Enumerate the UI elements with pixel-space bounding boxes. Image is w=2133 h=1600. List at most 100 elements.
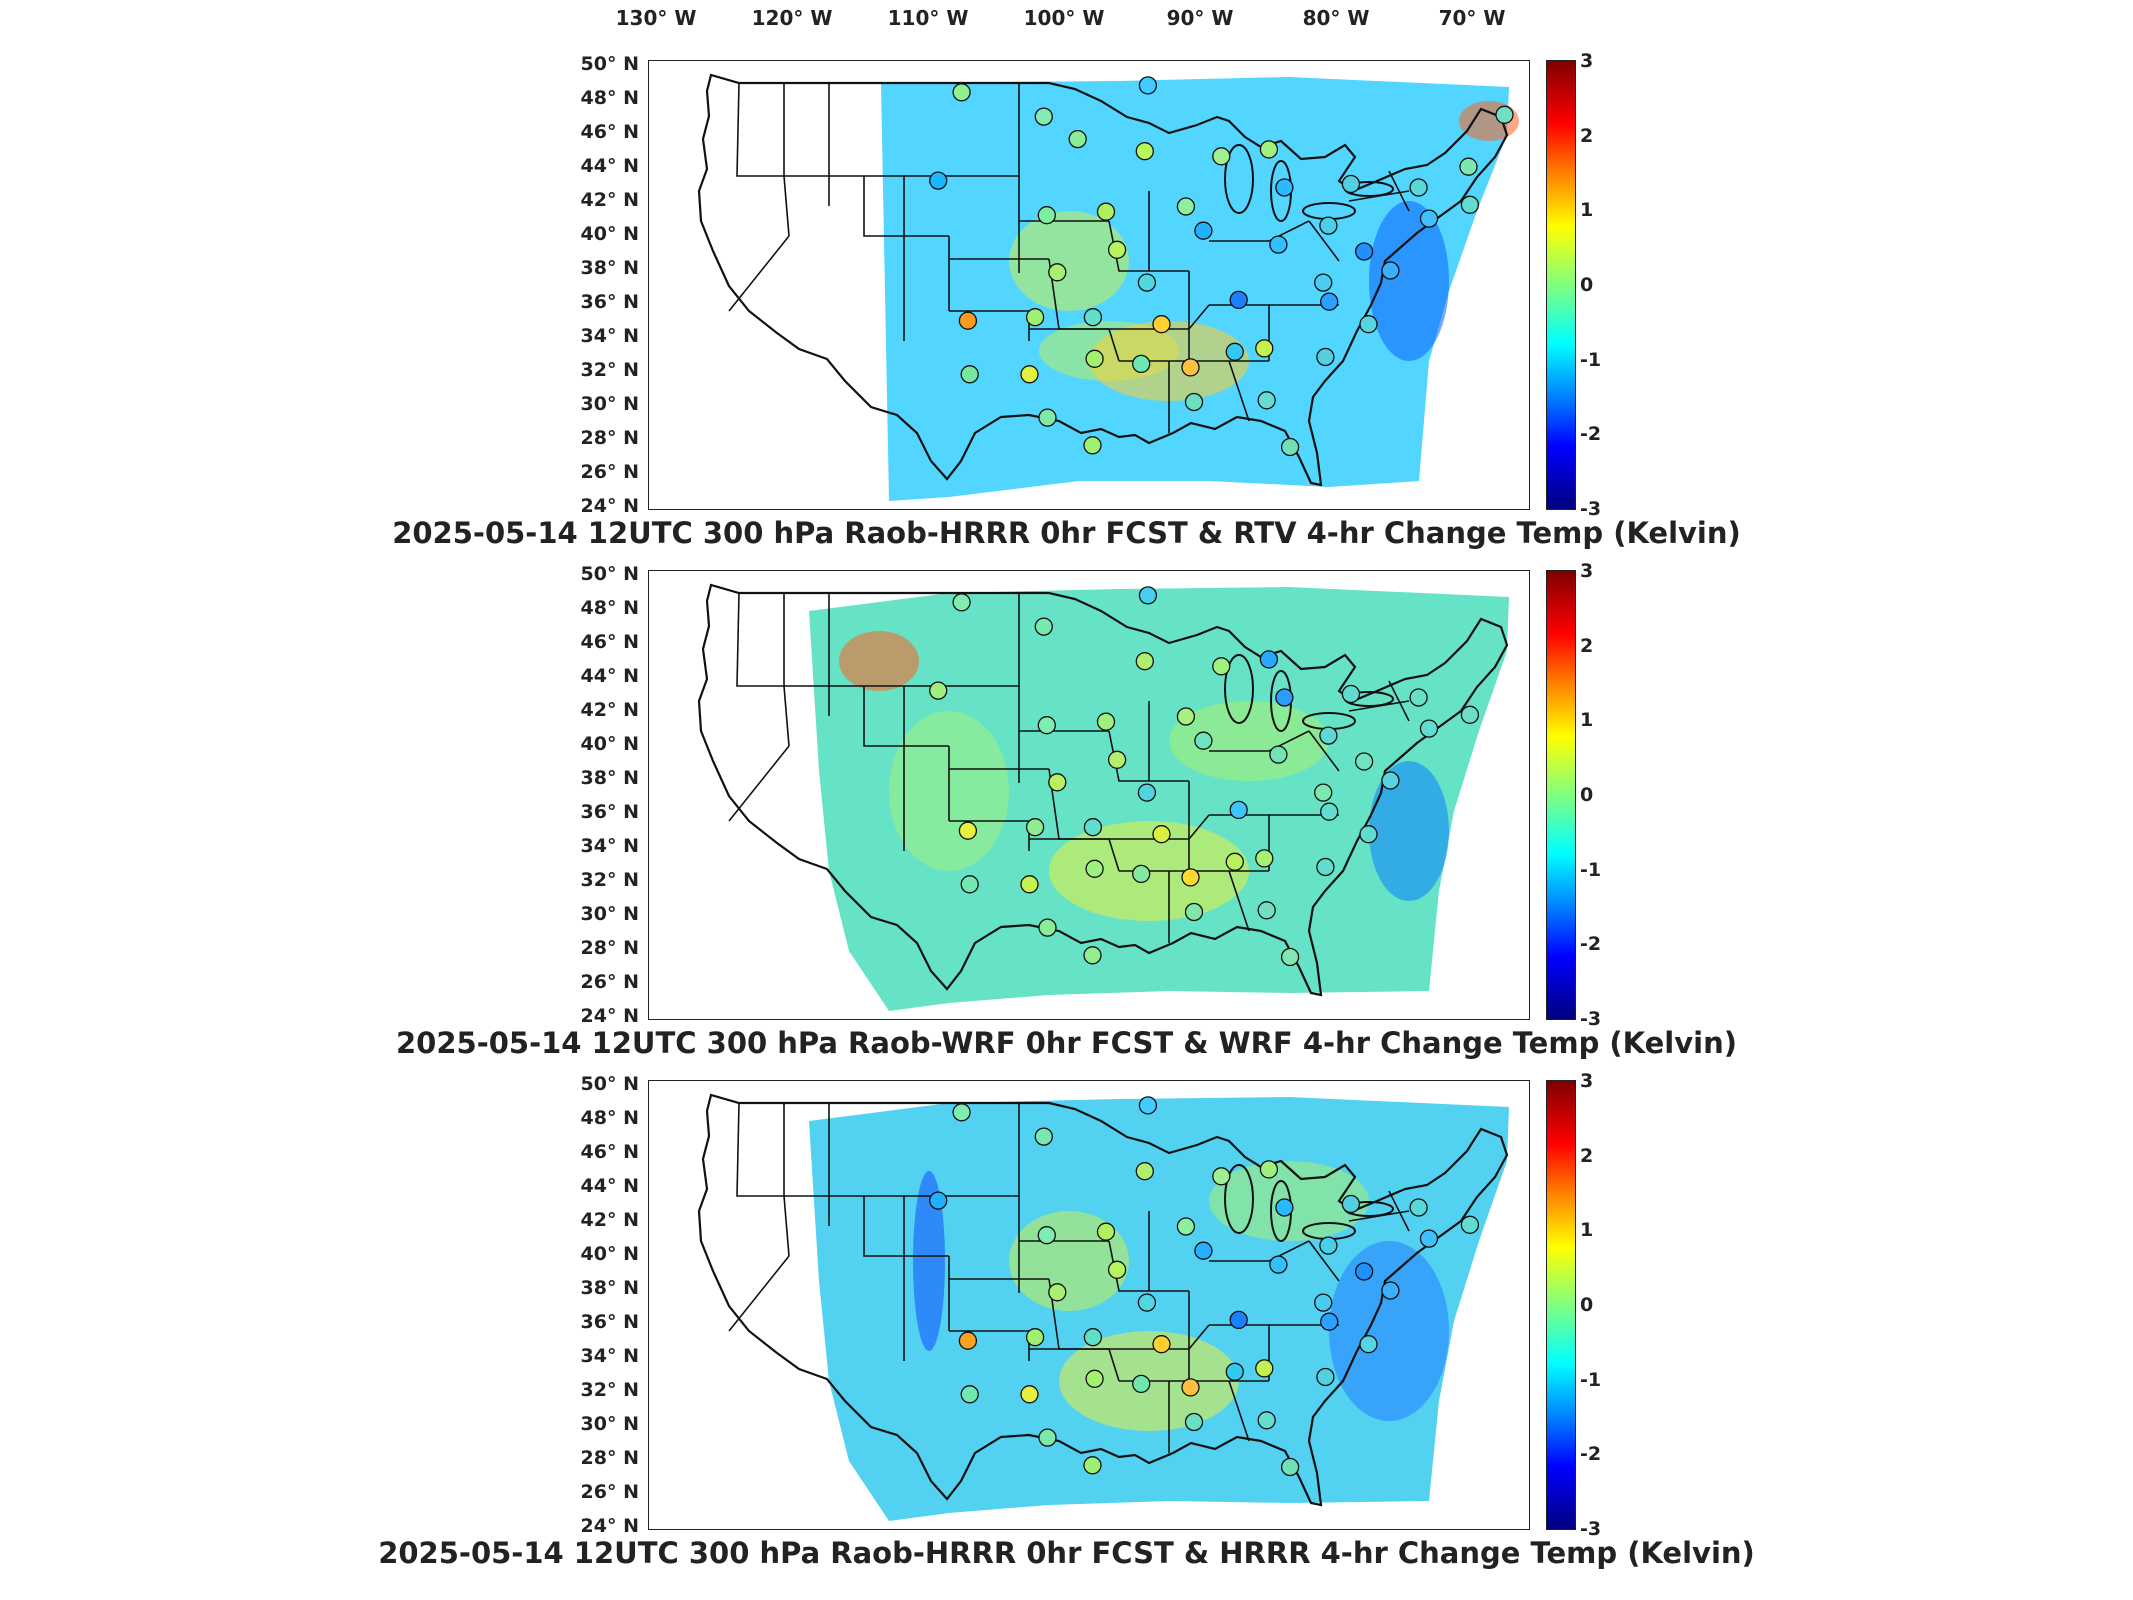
raob-station-marker xyxy=(1257,901,1276,920)
latitude-label: 30° N xyxy=(580,1413,639,1435)
raob-station-marker xyxy=(1409,1198,1428,1217)
map-canvas xyxy=(697,583,1509,1011)
raob-station-marker xyxy=(1176,1217,1196,1236)
latitude-label: 48° N xyxy=(580,597,639,619)
raob-station-marker xyxy=(1495,105,1514,124)
raob-station-marker xyxy=(1314,783,1333,802)
latitude-label: 24° N xyxy=(580,495,639,517)
field-anomaly xyxy=(839,631,919,691)
raob-station-marker xyxy=(1319,216,1338,235)
latitude-label: 32° N xyxy=(580,1379,639,1401)
latitude-label: 44° N xyxy=(580,155,639,177)
state-border xyxy=(1308,220,1340,262)
raob-station-marker xyxy=(1259,650,1279,669)
raob-station-marker xyxy=(1460,1215,1480,1234)
raob-station-marker xyxy=(1152,1335,1171,1354)
state-border xyxy=(783,1195,790,1257)
raob-station-marker xyxy=(1255,1359,1274,1378)
raob-station-marker xyxy=(1419,719,1439,738)
latitude-label: 30° N xyxy=(580,903,639,925)
state-border xyxy=(728,235,790,312)
latitude-label: 34° N xyxy=(580,325,639,347)
latitude-label: 48° N xyxy=(580,87,639,109)
latitude-label: 36° N xyxy=(580,1311,639,1333)
raob-station-marker xyxy=(1269,235,1288,254)
raob-station-marker xyxy=(1135,652,1154,671)
raob-station-marker xyxy=(1269,745,1288,764)
raob-station-marker xyxy=(1138,76,1158,95)
raob-station-marker xyxy=(1320,802,1339,821)
raob-station-marker xyxy=(1359,315,1378,334)
latitude-label: 34° N xyxy=(580,1345,639,1367)
longitude-label: 70° W xyxy=(1438,6,1506,30)
latitude-label: 28° N xyxy=(580,1447,639,1469)
raob-station-marker xyxy=(929,681,948,700)
state-border xyxy=(783,685,790,747)
raob-station-marker xyxy=(1419,1229,1439,1248)
raob-station-marker xyxy=(1460,195,1480,214)
raob-station-marker xyxy=(1184,392,1204,412)
latitude-label: 30° N xyxy=(580,393,639,415)
raob-station-marker xyxy=(1132,864,1151,884)
raob-station-marker xyxy=(1381,261,1400,280)
state-border xyxy=(1029,838,1120,872)
longitude-label: 110° W xyxy=(887,6,969,30)
raob-station-marker xyxy=(1048,773,1067,792)
raob-station-marker xyxy=(1152,315,1171,334)
latitude-label: 38° N xyxy=(580,767,639,789)
raob-station-marker xyxy=(1225,1362,1244,1381)
raob-station-marker xyxy=(1132,1374,1151,1394)
latitude-label: 26° N xyxy=(580,1481,639,1503)
raob-station-marker xyxy=(1034,107,1053,126)
panel-title: 2025-05-14 12UTC 300 hPa Raob-HRRR 0hr F… xyxy=(378,1536,1755,1570)
raob-station-marker xyxy=(1275,178,1294,197)
raob-station-marker xyxy=(1275,1198,1294,1217)
raob-station-marker xyxy=(1184,1412,1204,1432)
raob-station-marker xyxy=(1083,818,1103,837)
raob-station-marker xyxy=(1181,1378,1200,1397)
raob-station-marker xyxy=(1275,688,1294,707)
raob-station-marker xyxy=(1083,308,1103,327)
raob-station-marker xyxy=(1138,1096,1158,1115)
raob-station-marker xyxy=(1409,178,1428,197)
raob-station-marker xyxy=(1257,391,1276,410)
latitude-label: 46° N xyxy=(580,1141,639,1163)
longitude-label: 80° W xyxy=(1302,6,1370,30)
raob-station-marker xyxy=(1341,684,1361,704)
latitude-label: 26° N xyxy=(580,461,639,483)
raob-station-marker xyxy=(1359,825,1378,844)
raob-station-marker xyxy=(1259,140,1279,159)
raob-station-marker xyxy=(1083,1456,1102,1475)
latitude-label: 50° N xyxy=(580,563,639,585)
raob-station-marker xyxy=(1212,147,1231,166)
raob-station-marker xyxy=(1037,716,1056,735)
raob-station-marker xyxy=(1085,859,1104,878)
raob-station-marker xyxy=(1020,875,1039,894)
raob-station-marker xyxy=(1354,752,1374,771)
state-border xyxy=(863,1196,949,1257)
raob-station-marker xyxy=(1229,800,1248,820)
state-border xyxy=(1388,680,1410,722)
latitude-label: 40° N xyxy=(580,223,639,245)
colorbar-tick-label: 0 xyxy=(1580,784,1594,806)
colorbar xyxy=(1546,570,1576,1020)
raob-station-marker xyxy=(1259,1160,1279,1179)
raob-station-marker xyxy=(1409,688,1428,707)
raob-station-marker xyxy=(1137,273,1157,292)
latitude-label: 48° N xyxy=(580,1107,639,1129)
raob-station-marker xyxy=(1229,1310,1248,1330)
colorbar-tick-label: 1 xyxy=(1580,709,1594,732)
map-frame xyxy=(648,60,1530,510)
map-frame xyxy=(648,570,1530,1020)
raob-station-marker xyxy=(1038,408,1057,427)
raob-station-marker xyxy=(1037,1226,1056,1245)
latitude-label: 36° N xyxy=(580,801,639,823)
raob-station-marker xyxy=(1255,849,1274,868)
colorbar-tick-label: -3 xyxy=(1580,1518,1602,1540)
latitude-label: 50° N xyxy=(580,53,639,75)
state-border xyxy=(1308,730,1340,772)
field-anomaly xyxy=(1369,761,1449,901)
raob-station-marker xyxy=(1181,358,1200,377)
raob-station-marker xyxy=(1316,1367,1335,1387)
raob-station-marker xyxy=(1137,783,1157,802)
